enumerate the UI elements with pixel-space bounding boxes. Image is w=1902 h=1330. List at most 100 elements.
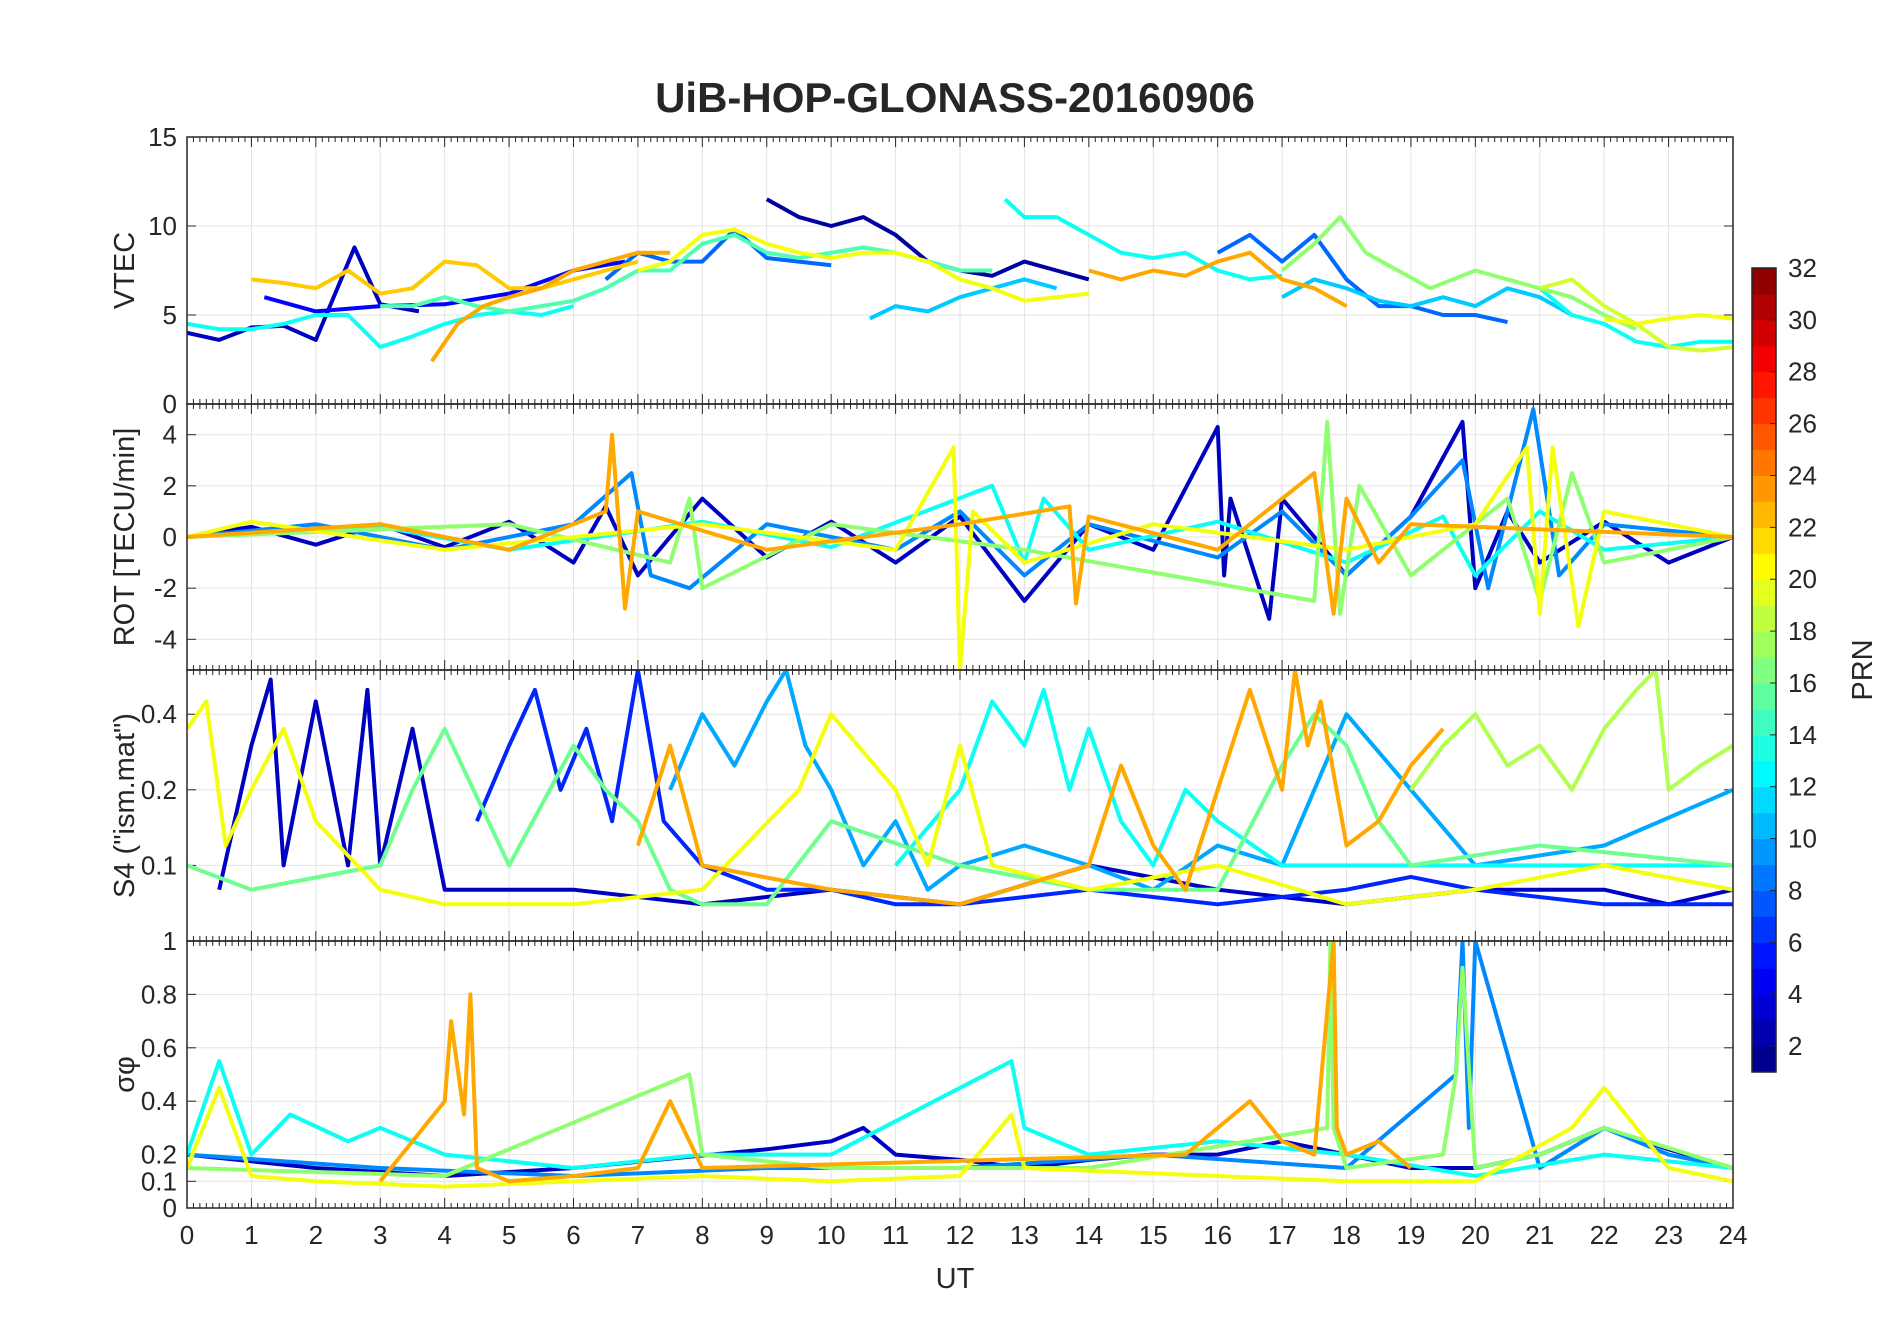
y-axis-label: VTEC — [109, 232, 141, 309]
series-line-prn-23 — [430, 250, 671, 363]
colorbar-tick-label: 12 — [1788, 772, 1817, 802]
x-tick-label: 20 — [1461, 1220, 1490, 1250]
colorbar-tick-label: 20 — [1788, 564, 1817, 594]
x-tick-label: 24 — [1719, 1220, 1748, 1250]
x-tick-label: 15 — [1139, 1220, 1168, 1250]
colorbar-stripe — [1752, 786, 1776, 814]
colorbar-tick-label: 24 — [1788, 460, 1817, 490]
series-line-prn-20 — [637, 227, 1090, 303]
colorbar-frame — [1751, 267, 1777, 1073]
colorbar-tick-label: 16 — [1788, 668, 1817, 698]
series-line-prn-11 — [868, 277, 1058, 321]
x-tick-label: 16 — [1203, 1220, 1232, 1250]
y-tick-label: -2 — [154, 573, 177, 603]
colorbar-tick-label: 28 — [1788, 357, 1817, 387]
colorbar-tick-label: 8 — [1788, 875, 1802, 905]
y-axis-label: S4 ("ism.mat") — [109, 713, 141, 898]
x-tick-label: 0 — [180, 1220, 194, 1250]
colorbar-stripe — [1752, 890, 1776, 917]
x-tick-label: 8 — [695, 1220, 709, 1250]
x-axis-label: UT — [936, 1263, 975, 1295]
colorbar-label: PRN — [1847, 639, 1879, 700]
x-tick-label: 3 — [373, 1220, 387, 1250]
series-line-prn-23 — [187, 432, 1733, 616]
series-group — [187, 941, 1733, 1189]
series-line-prn-16 — [187, 712, 1733, 907]
colorbar-stripe — [1752, 994, 1776, 1021]
y-tick-label: 0 — [163, 389, 177, 419]
colorbar-tick-label: 2 — [1788, 1031, 1802, 1061]
colorbar-tick-label: 10 — [1788, 824, 1817, 854]
colorbar-stripe — [1752, 371, 1776, 399]
series-line-prn-3 — [187, 245, 420, 342]
series-line-prn-20 — [187, 699, 1733, 907]
colorbar-stripe — [1752, 682, 1776, 710]
series-line-prn-20 — [187, 445, 1733, 670]
y-tick-label: -4 — [154, 624, 177, 654]
series-line-prn-6 — [475, 670, 1733, 907]
colorbar-stripe — [1752, 423, 1776, 451]
colorbar-tick-label: 14 — [1788, 720, 1817, 750]
x-tick-label: 17 — [1268, 1220, 1297, 1250]
series-line-prn-17 — [187, 941, 1733, 1178]
series-group — [187, 197, 1733, 363]
panel-frame — [186, 940, 1734, 1209]
colorbar-tick-label: 6 — [1788, 927, 1802, 957]
chart-title: UiB-HOP-GLONASS-20160906 — [655, 74, 1255, 121]
x-tick-label: 2 — [309, 1220, 323, 1250]
colorbar-stripe — [1752, 345, 1776, 373]
y-tick-label: 0.1 — [141, 850, 177, 880]
series-line-prn-23 — [378, 941, 1413, 1184]
y-tick-label: 0.4 — [141, 699, 177, 729]
y-tick-label: 0 — [163, 522, 177, 552]
colorbar-stripe — [1752, 760, 1776, 788]
y-tick-label: 0.6 — [141, 1033, 177, 1063]
colorbar-tick-label: 30 — [1788, 305, 1817, 335]
y-tick-label: 10 — [148, 211, 177, 241]
colorbar-tick-label: 32 — [1788, 253, 1817, 283]
x-tick-label: 14 — [1074, 1220, 1103, 1250]
colorbar-stripe — [1752, 734, 1776, 762]
colorbar-stripe — [1752, 708, 1776, 736]
series-line-prn-13 — [1003, 197, 1283, 282]
y-tick-label: 0.4 — [141, 1086, 177, 1116]
colorbar-tick-label: 4 — [1788, 979, 1802, 1009]
panel-rot: -4 -2 0 2 4 ROT [TECU/min] — [109, 403, 1734, 671]
colorbar-stripe — [1752, 449, 1776, 476]
y-tick-label: 0.2 — [141, 1140, 177, 1170]
y-tick-label: 4 — [163, 420, 177, 450]
colorbar-stripe — [1752, 812, 1776, 840]
panel-s4: 0.1 0.2 0.4S4 ("ism.mat") — [109, 669, 1734, 942]
x-tick-label: 18 — [1332, 1220, 1361, 1250]
x-tick-label: 13 — [1010, 1220, 1039, 1250]
colorbar-stripe — [1752, 916, 1776, 943]
colorbar-stripe — [1752, 501, 1776, 528]
series-group — [187, 670, 1733, 907]
x-tick-label: 10 — [817, 1220, 846, 1250]
colorbar-stripe — [1752, 579, 1776, 606]
series-line-prn-23 — [635, 670, 1445, 907]
colorbar-stripe — [1752, 631, 1776, 658]
series-line-prn-3 — [217, 677, 1733, 907]
x-tick-label: 7 — [631, 1220, 645, 1250]
colorbar-tick-label: 26 — [1788, 409, 1817, 439]
colorbar-stripe — [1752, 942, 1776, 969]
y-tick-label: 0.1 — [141, 1166, 177, 1196]
series-line-prn-13 — [1538, 286, 1733, 349]
colorbar-stripe — [1752, 397, 1776, 425]
series-line-prn-2 — [765, 197, 1090, 282]
series-line-prn-20 — [187, 1085, 1733, 1189]
x-tick-label: 1 — [244, 1220, 258, 1250]
x-tick-label: 6 — [566, 1220, 580, 1250]
y-tick-label: 1 — [163, 926, 177, 956]
x-tick-label: 22 — [1590, 1220, 1619, 1250]
colorbar-stripe — [1752, 1046, 1776, 1073]
x-tick-labels: 0 1 2 3 4 5 6 7 8 9 10 11 12 13 14 15 16 17 18 19 20 21 22 23 24 — [180, 1220, 1748, 1250]
colorbar-stripe — [1752, 268, 1776, 295]
series-line-prn-13 — [894, 687, 1733, 868]
x-tick-label: 9 — [760, 1220, 774, 1250]
colorbar-stripe — [1752, 838, 1776, 866]
colorbar-stripe — [1752, 293, 1776, 321]
colorbar-stripe — [1752, 319, 1776, 347]
